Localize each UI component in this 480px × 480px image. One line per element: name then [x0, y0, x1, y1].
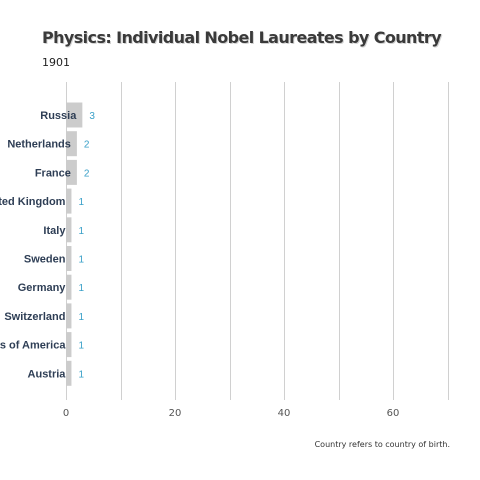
bar: [66, 159, 77, 185]
value-label: 1: [78, 341, 84, 352]
category-label: Sweden: [24, 254, 66, 266]
x-axis-ticks: 0 20 40 60: [63, 408, 400, 419]
category-label: United Kingdom: [0, 196, 66, 208]
category-label: Germany: [18, 282, 67, 294]
gridlines: [66, 82, 449, 400]
value-label: 2: [84, 140, 90, 151]
category-label: Switzerland: [4, 311, 65, 323]
value-label: 1: [78, 255, 84, 266]
x-tick-label: 40: [278, 408, 291, 419]
category-label: Netherlands: [7, 139, 71, 151]
value-label: 1: [78, 369, 84, 380]
bar: [66, 303, 72, 329]
x-tick-label: 0: [63, 408, 69, 419]
bar: [66, 274, 72, 300]
value-labels: 3 2 2 1 1 1 1 1 1 1: [78, 111, 95, 380]
bar: [66, 102, 83, 128]
bar: [66, 360, 72, 386]
bar: [66, 246, 72, 271]
bar: [66, 188, 72, 214]
category-label: Russia: [40, 110, 77, 122]
chart-title: Physics: Individual Nobel Laureates by C…: [42, 28, 442, 47]
value-label: 1: [78, 197, 84, 208]
value-label: 1: [78, 226, 84, 237]
bars: [66, 102, 83, 386]
value-label: 1: [78, 312, 84, 323]
x-tick-label: 60: [387, 408, 400, 419]
bar: [66, 217, 72, 243]
category-labels: Russia Netherlands France United Kingdom Ita…: [0, 110, 77, 380]
x-tick-label: 20: [169, 408, 182, 419]
chart-subtitle-year: 1901: [42, 56, 70, 69]
bar: [66, 332, 72, 358]
footnote: Country refers to country of birth.: [314, 440, 450, 449]
value-label: 1: [78, 283, 84, 294]
category-label: Italy: [43, 225, 66, 237]
bar: [66, 131, 77, 157]
category-label: France: [35, 167, 71, 179]
category-label: United States of America: [0, 340, 66, 352]
value-label: 3: [89, 111, 95, 122]
value-label: 2: [84, 168, 90, 179]
category-label: Austria: [28, 368, 67, 380]
